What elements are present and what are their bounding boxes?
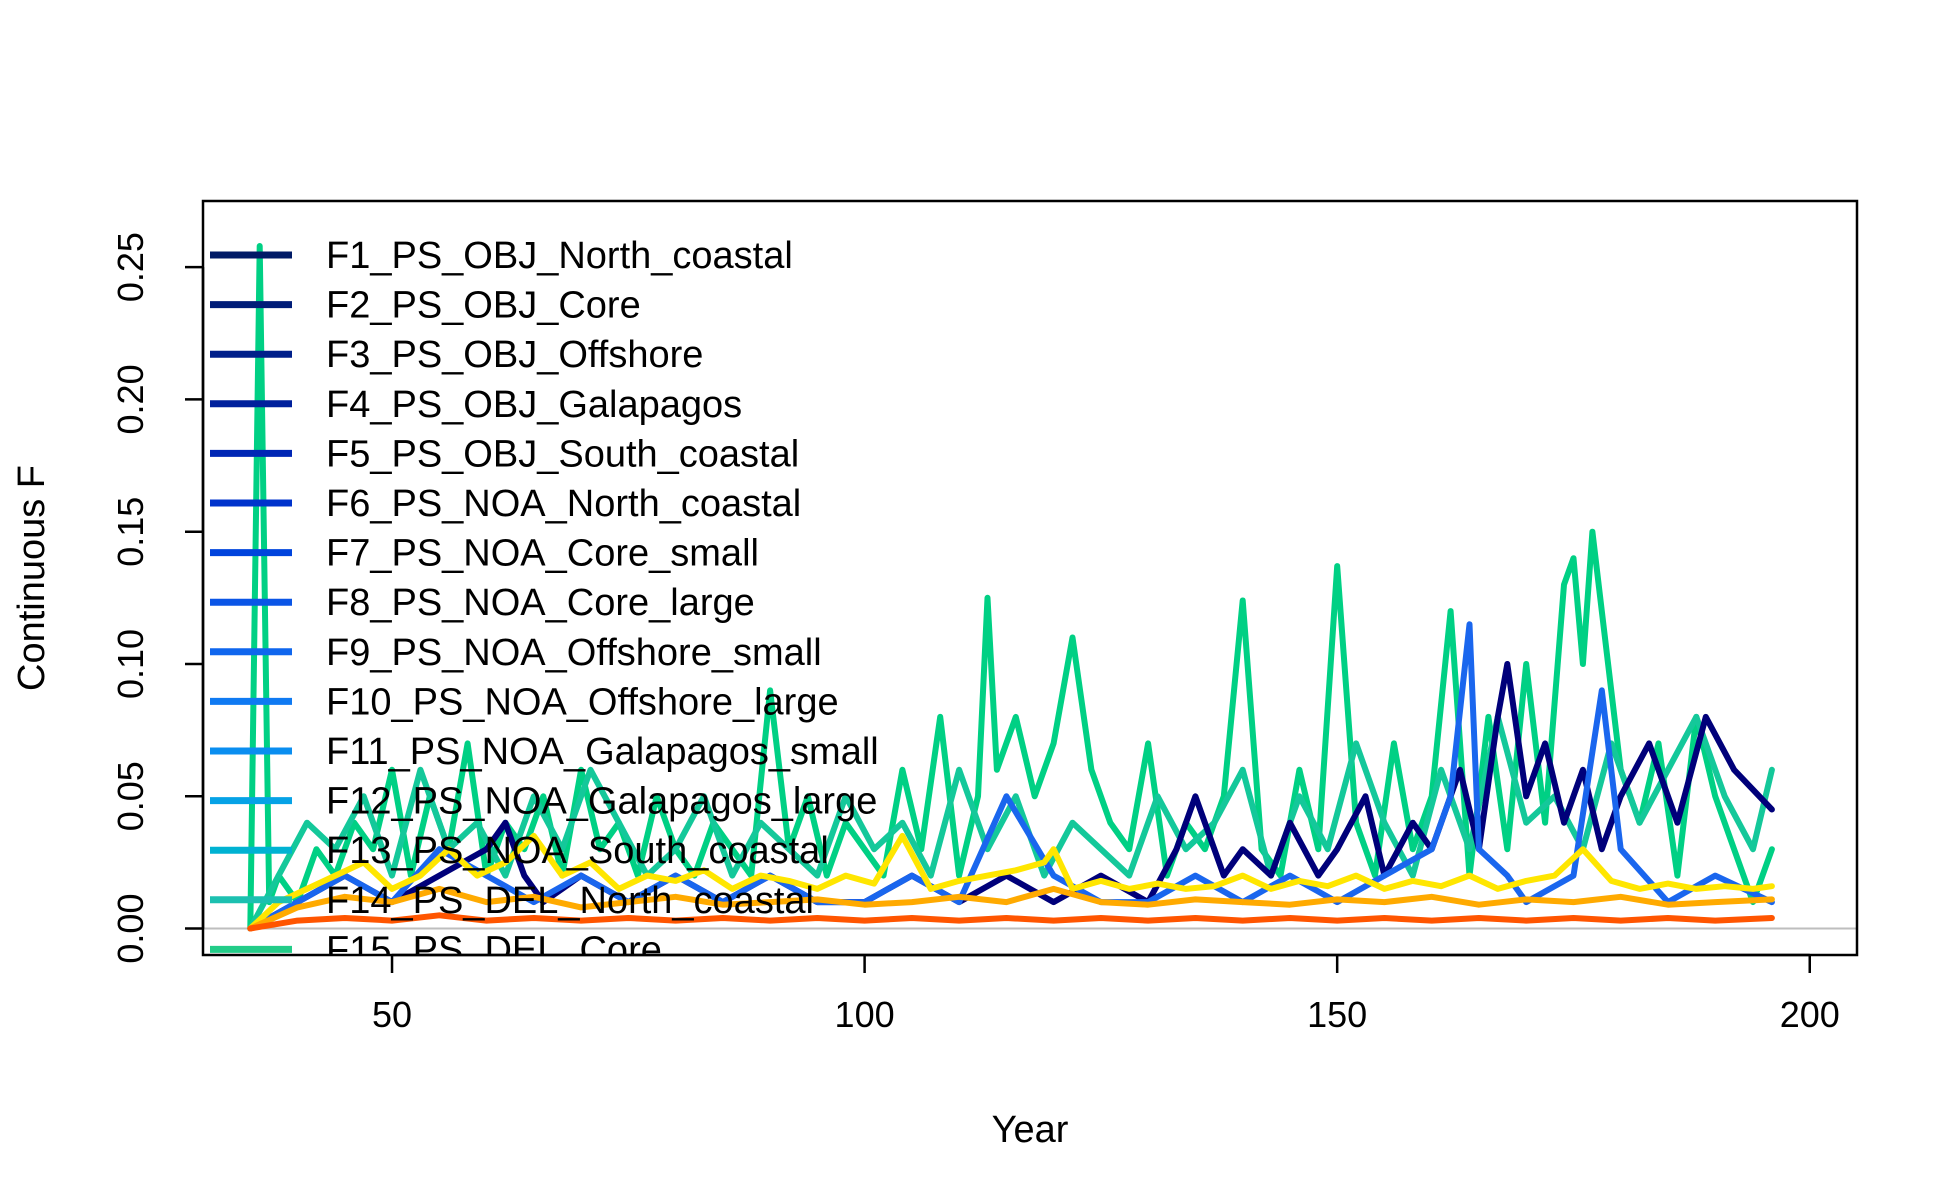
legend-label: F2_PS_OBJ_Core xyxy=(326,285,641,327)
y-tick-label: 0.10 xyxy=(110,629,151,699)
legend-label: F5_PS_OBJ_South_coastal xyxy=(326,433,799,475)
series-line-6 xyxy=(247,885,1775,932)
series-line-7 xyxy=(247,912,1775,932)
y-axis-label: Continuous F xyxy=(11,465,53,691)
legend-label: F4_PS_OBJ_Galapagos xyxy=(326,384,742,426)
x-axis: 50 100 150 200 xyxy=(372,953,1840,1035)
x-tick-label: 150 xyxy=(1307,994,1367,1035)
legend-label: F3_PS_OBJ_Offshore xyxy=(326,334,703,376)
x-axis-label: Year xyxy=(992,1109,1069,1151)
series-line-2 xyxy=(247,713,1775,932)
legend-label: F8_PS_NOA_Core_large xyxy=(326,582,755,624)
legend-label: F11_PS_NOA_Galapagos_small xyxy=(326,731,879,773)
legend-label: F12_PS_NOA_Galapagos_large xyxy=(326,781,877,823)
y-tick-label: 0.05 xyxy=(110,761,151,831)
series-line-3 xyxy=(247,661,1775,932)
legend-label: F6_PS_NOA_North_coastal xyxy=(326,483,801,525)
legend-label: F14_PS_DEL_North_coastal xyxy=(326,880,814,922)
x-tick-label: 100 xyxy=(835,994,895,1035)
legend-label: F7_PS_NOA_Core_small xyxy=(326,533,759,575)
y-tick-label: 0.00 xyxy=(110,894,151,964)
series-line-5 xyxy=(247,832,1775,932)
legend-label: F13_PS_NOA_South_coastal xyxy=(326,830,829,872)
series-layer xyxy=(247,243,1775,932)
legend-label: F10_PS_NOA_Offshore_large xyxy=(326,681,839,723)
y-tick-label: 0.15 xyxy=(110,497,151,567)
legend-label: F15_PS_DEL_Core xyxy=(326,929,662,971)
legend-label: F1_PS_OBJ_North_coastal xyxy=(326,235,793,277)
legend-label: F9_PS_NOA_Offshore_small xyxy=(326,632,822,674)
x-tick-label: 50 xyxy=(372,994,412,1035)
x-tick-label: 200 xyxy=(1780,994,1840,1035)
y-axis: 0.00 0.05 0.10 0.15 0.20 0.25 xyxy=(110,232,205,964)
y-tick-label: 0.20 xyxy=(110,364,151,434)
legend: F1_PS_OBJ_North_coastal F2_PS_OBJ_Core F3_… xyxy=(210,235,879,971)
y-tick-label: 0.25 xyxy=(110,232,151,302)
